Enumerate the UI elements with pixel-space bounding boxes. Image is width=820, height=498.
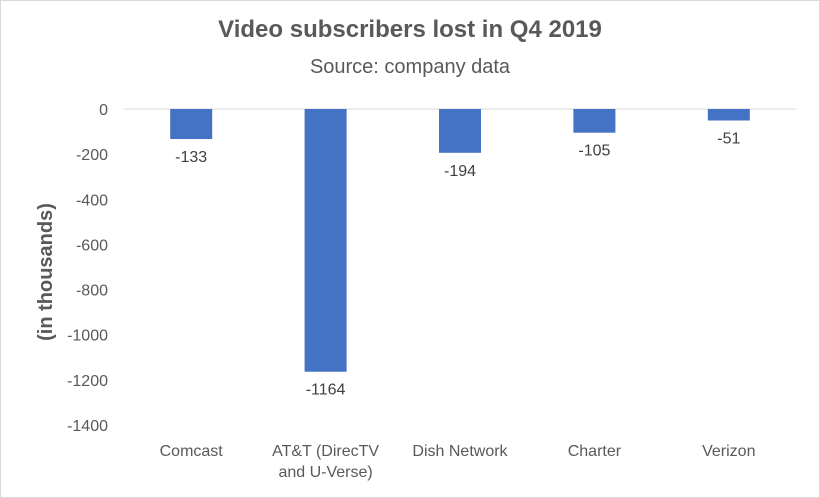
y-tick-label: -800 — [76, 283, 108, 300]
data-labels: -133 -1164 -194 -105 -51 — [175, 131, 740, 399]
x-tick-label: Dish Network — [412, 443, 508, 460]
data-label: -133 — [175, 149, 207, 166]
x-tick-label: AT&T (DirecTV and U-Verse) — [272, 443, 379, 481]
y-tick-label: -1400 — [67, 418, 108, 435]
bar — [304, 109, 347, 372]
y-tick-label: -400 — [76, 192, 108, 209]
y-tick-label: -1000 — [67, 328, 108, 345]
y-tick-label: -1200 — [67, 373, 108, 390]
x-tick-label: Verizon — [702, 443, 755, 460]
y-axis-label: (in thousands) — [35, 203, 57, 341]
chart-title: Video subscribers lost in Q4 2019 — [218, 16, 602, 43]
x-tick-label: Charter — [568, 443, 622, 460]
bar — [439, 109, 481, 153]
bar — [573, 109, 616, 133]
bar — [707, 109, 750, 121]
chart-subtitle: Source: company data — [309, 56, 511, 78]
x-axis-labels: Comcast AT&T (DirecTV and U-Verse) Dish Net… — [160, 443, 756, 481]
y-tick-label: -200 — [76, 147, 108, 164]
x-tick-label: Comcast — [160, 443, 224, 460]
bars — [170, 109, 750, 372]
data-label: -51 — [717, 131, 740, 148]
data-label: -1164 — [306, 382, 346, 399]
y-tick-label: -600 — [76, 237, 108, 254]
y-tick-label: 0 — [99, 102, 108, 119]
bar — [170, 109, 213, 140]
data-label: -194 — [444, 163, 476, 180]
y-axis-ticks: 0 -200 -400 -600 -800 -1000 -1200 -1400 — [67, 102, 108, 435]
data-label: -105 — [578, 143, 610, 160]
